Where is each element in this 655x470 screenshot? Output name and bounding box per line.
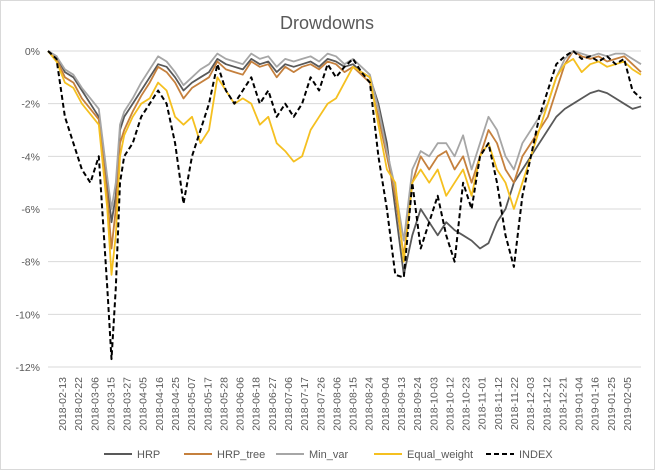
x-tick-label: 2018-08-15	[348, 377, 360, 431]
x-tick-label: 2019-02-05	[622, 377, 634, 431]
gridlines	[48, 50, 641, 368]
y-tick-label: -10%	[15, 309, 40, 321]
x-tick-label: 2018-03-06	[89, 377, 101, 431]
x-tick-label: 2018-07-17	[299, 377, 311, 431]
legend-label: Equal_weight	[407, 449, 473, 461]
x-tick-label: 2018-03-27	[122, 377, 134, 431]
legend: HRP HRP_tree Min_var Equal_weight INDEX	[104, 449, 553, 461]
y-axis-ticks: 0% -2% -4% -6% -8% -10% -12%	[15, 46, 40, 374]
x-tick-label: 2018-09-13	[396, 377, 408, 431]
x-tick-label: 2018-04-25	[170, 377, 182, 431]
series-line-equal-weight	[47, 50, 642, 276]
x-tick-label: 2019-01-04	[574, 377, 586, 431]
x-tick-label: 2018-11-12	[493, 377, 505, 430]
x-tick-label: 2018-05-07	[186, 377, 198, 431]
x-tick-label: 2018-05-17	[202, 377, 214, 431]
x-tick-label: 2018-09-04	[380, 377, 392, 431]
x-tick-label: 2018-04-16	[154, 377, 166, 431]
legend-label: INDEX	[519, 449, 553, 461]
x-tick-label: 2018-10-12	[444, 377, 456, 431]
x-tick-label: 2018-02-13	[57, 377, 69, 431]
series-line-hrp	[47, 50, 642, 276]
x-tick-label: 2018-05-28	[218, 377, 230, 431]
x-tick-label: 2018-11-01	[477, 377, 489, 430]
y-tick-label: -8%	[21, 257, 40, 269]
x-tick-label: 2018-09-24	[412, 377, 424, 431]
x-tick-label: 2018-08-06	[331, 377, 343, 431]
x-tick-label: 2018-12-12	[541, 377, 553, 431]
x-tick-label: 2019-01-25	[606, 377, 618, 431]
x-tick-label: 2018-06-18	[251, 377, 263, 431]
x-tick-label: 2018-04-05	[138, 377, 150, 431]
chart-title: Drowdowns	[280, 13, 374, 33]
y-tick-label: -4%	[21, 151, 40, 163]
x-tick-label: 2018-12-03	[525, 377, 537, 431]
x-tick-label: 2019-01-16	[590, 377, 602, 431]
x-tick-label: 2018-02-22	[73, 377, 85, 431]
x-tick-label: 2018-07-06	[283, 377, 295, 431]
y-tick-label: -2%	[21, 99, 40, 111]
x-tick-label: 2018-12-21	[557, 377, 569, 431]
legend-label: HRP	[137, 449, 160, 461]
legend-label: Min_var	[309, 449, 348, 461]
y-tick-label: 0%	[25, 46, 40, 58]
y-tick-label: -12%	[15, 362, 40, 374]
legend-label: HRP_tree	[217, 449, 265, 461]
x-tick-label: 2018-07-26	[315, 377, 327, 431]
x-tick-label: 2018-06-06	[235, 377, 247, 431]
series-line-index	[47, 50, 642, 361]
x-tick-label: 2018-10-03	[428, 377, 440, 431]
x-tick-label: 2018-06-27	[267, 377, 279, 431]
y-tick-label: -6%	[21, 204, 40, 216]
x-tick-label: 2018-03-15	[105, 377, 117, 431]
x-axis-ticks: 2018-02-13 2018-02-22 2018-03-06 2018-03-15…	[57, 377, 634, 431]
series-lines	[47, 50, 642, 361]
x-tick-label: 2018-10-23	[461, 377, 473, 431]
x-tick-label: 2018-08-24	[364, 377, 376, 431]
x-tick-label: 2018-11-22	[509, 377, 521, 430]
